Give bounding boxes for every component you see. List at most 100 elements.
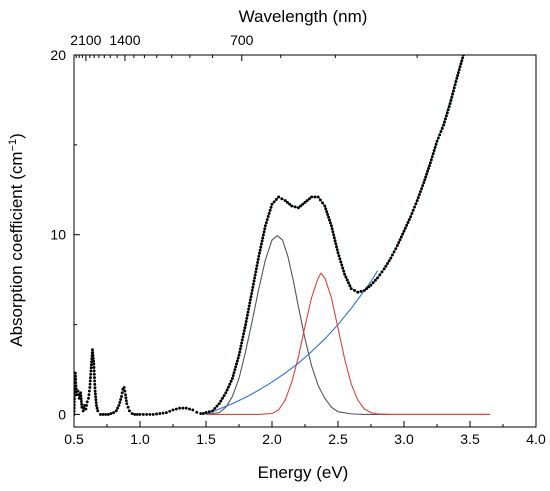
data-point — [254, 267, 258, 271]
data-point — [95, 406, 99, 410]
data-point — [250, 292, 254, 295]
data-point — [106, 412, 110, 416]
data-point — [431, 152, 435, 156]
data-point — [328, 218, 331, 222]
data-point — [347, 281, 351, 285]
data-point — [353, 288, 356, 292]
data-point — [89, 376, 92, 380]
data-point — [296, 206, 300, 210]
data-point — [251, 282, 255, 286]
data-point — [457, 68, 461, 72]
data-point — [321, 201, 325, 205]
data-point — [213, 406, 217, 410]
data-point — [415, 199, 419, 203]
data-point — [178, 406, 182, 410]
data-point — [340, 263, 344, 267]
data-point — [318, 198, 322, 202]
data-point — [241, 335, 245, 339]
data-point — [337, 254, 341, 258]
data-point — [112, 411, 116, 415]
data-point — [130, 412, 134, 415]
data-point — [343, 272, 347, 276]
data-point — [341, 266, 345, 270]
data-point — [344, 275, 348, 279]
data-point — [248, 298, 252, 302]
data-point — [79, 394, 83, 398]
data-point — [316, 195, 320, 199]
data-point — [421, 184, 425, 188]
data-point — [229, 379, 233, 383]
data-point — [327, 215, 331, 219]
data-point — [238, 347, 242, 351]
data-point — [91, 348, 94, 352]
data-point — [339, 260, 343, 264]
data-point — [299, 204, 303, 208]
data-point — [81, 409, 85, 413]
y-tick-label: 20 — [50, 47, 66, 63]
data-point — [101, 412, 105, 416]
data-point — [93, 382, 97, 386]
data-point — [96, 409, 100, 413]
data-point — [356, 290, 360, 294]
data-point — [420, 187, 424, 191]
data-point — [174, 407, 178, 411]
data-point — [231, 374, 235, 378]
data-point — [267, 211, 271, 215]
data-point — [232, 371, 236, 375]
data-point — [91, 356, 95, 360]
data-point — [184, 406, 188, 410]
data-point — [461, 56, 465, 60]
data-point — [382, 267, 386, 271]
data-point — [444, 117, 447, 121]
data-point — [181, 406, 185, 410]
data-point — [89, 366, 93, 370]
data-point — [158, 412, 162, 415]
data-point — [411, 208, 415, 212]
data-point — [168, 409, 172, 413]
data-point — [74, 384, 78, 388]
data-point — [425, 172, 429, 176]
data-point — [244, 323, 248, 327]
data-point — [249, 295, 253, 299]
data-point — [238, 350, 242, 354]
data-point — [228, 382, 232, 386]
data-point — [409, 215, 413, 219]
x-tick-label: 1.5 — [196, 431, 216, 447]
data-point — [236, 356, 240, 360]
data-point — [133, 412, 137, 416]
data-point — [247, 304, 251, 308]
data-point — [371, 281, 375, 285]
data-point — [310, 195, 314, 199]
data-point — [444, 114, 448, 118]
data-point — [89, 369, 93, 373]
data-point — [93, 386, 97, 390]
data-point — [74, 403, 76, 407]
data-point — [416, 196, 420, 200]
x-tick-label: 2.5 — [328, 431, 348, 447]
data-point — [242, 329, 246, 333]
data-point — [349, 287, 353, 291]
data-point — [290, 204, 294, 208]
data-point — [256, 257, 260, 261]
data-point — [367, 285, 371, 289]
x-tick-label: 0.5 — [64, 431, 84, 447]
data-point — [161, 411, 165, 415]
data-point — [326, 212, 330, 216]
data-point — [439, 130, 443, 134]
top-tick-label: 1400 — [109, 32, 140, 48]
data-point — [457, 71, 460, 74]
plot-frame — [73, 54, 537, 428]
data-point — [387, 259, 391, 263]
data-point — [424, 175, 428, 179]
data-point — [405, 223, 409, 227]
gaussian-peak-1-line — [205, 234, 490, 415]
data-point — [79, 397, 83, 401]
data-point — [423, 178, 427, 182]
data-point — [224, 391, 228, 395]
data-point — [89, 363, 93, 367]
data-point — [325, 210, 329, 214]
data-point — [253, 276, 257, 280]
data-point — [257, 254, 261, 258]
data-point — [359, 289, 363, 293]
top-axis-title: Wavelength (nm) — [239, 7, 368, 26]
